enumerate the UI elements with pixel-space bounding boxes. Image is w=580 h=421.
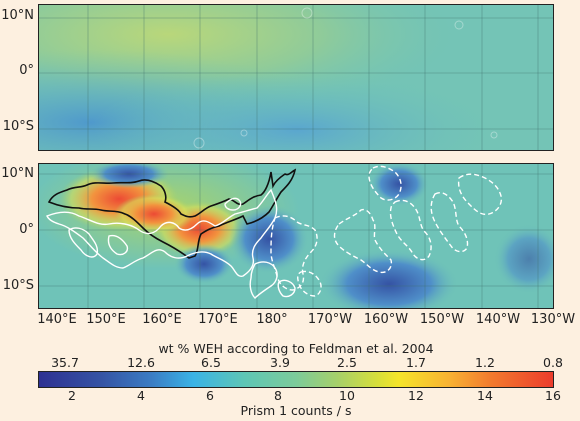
lon-label-140w: 140°W [475,312,521,327]
colorbar-bottom-tick: 14 [477,388,493,403]
colorbar-top-tick: 12.6 [127,355,155,370]
colorbar-title: wt % WEH according to Feldman et al. 200… [158,341,434,356]
colorbar-top-tick: 1.2 [475,355,495,370]
lon-label-160w: 160°W [363,312,409,327]
colorbar-bottom-tick: 2 [68,388,76,403]
colorbar-bottom-tick: 12 [408,388,424,403]
lon-label-150e: 150°E [86,312,126,327]
bottom-map-panel [38,163,554,309]
lon-label-150w: 150°W [419,312,465,327]
lon-label-160e: 160°E [142,312,182,327]
top-lat-label-10s: 10°S [2,119,34,134]
top-lat-label-10n: 10°N [1,8,34,23]
colorbar-top-tick: 0.8 [543,355,563,370]
colorbar-bottom-tick: 10 [339,388,355,403]
colorbar-bottom-tick: 16 [545,388,561,403]
colorbar-top-tick: 1.7 [406,355,426,370]
bottom-map-graphic [39,164,553,308]
colorbar [38,371,554,388]
colorbar-top-tick: 6.5 [201,355,221,370]
colorbar-bottom-tick: 4 [137,388,145,403]
lon-label-140e: 140°E [37,312,77,327]
lon-label-130w: 130°W [530,312,576,327]
bottom-lat-label-10n: 10°N [1,166,34,181]
lon-label-180: 180° [256,312,288,327]
colorbar-bottom-tick: 8 [274,388,282,403]
black-contour [47,168,297,259]
colorbar-bottom-tick: 6 [206,388,214,403]
colorbar-top-tick: 3.9 [270,355,290,370]
lon-label-170w: 170°W [307,312,353,327]
colorbar-top-tick: 35.7 [51,355,79,370]
top-map-panel [38,4,554,151]
colorbar-xlabel: Prism 1 counts / s [240,403,352,418]
lon-label-170e: 170°E [198,312,238,327]
bottom-lat-label-0: 0° [19,222,34,237]
bottom-lat-label-10s: 10°S [2,278,34,293]
top-lat-label-0: 0° [19,63,34,78]
colorbar-top-tick: 2.5 [337,355,357,370]
top-map-graphic [39,5,553,150]
